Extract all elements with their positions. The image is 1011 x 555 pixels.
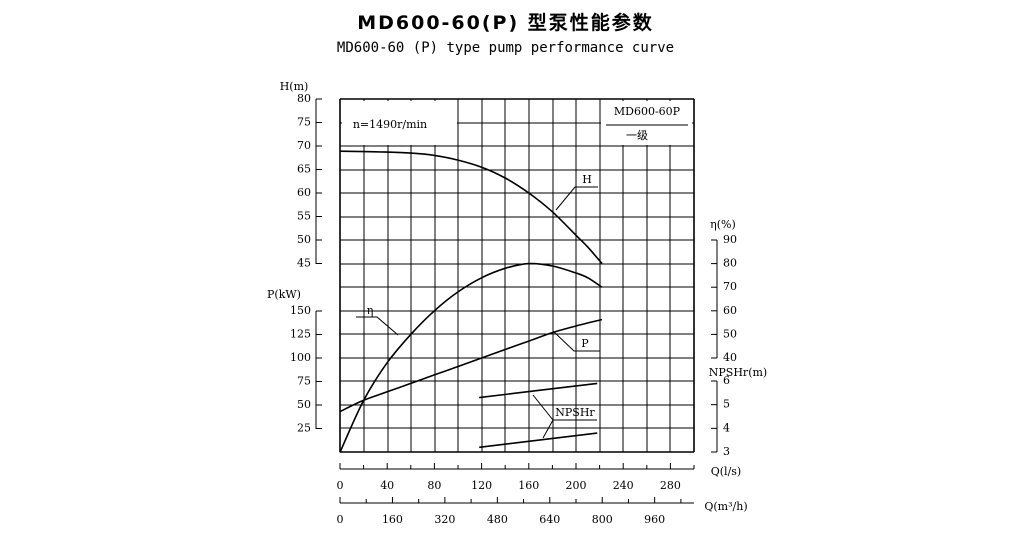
stage-label: 一级 <box>626 129 648 142</box>
flow-ls-tick-label: 80 <box>427 479 441 492</box>
power-leader <box>552 330 600 352</box>
efficiency-tick-label: 50 <box>723 327 737 340</box>
efficiency-tick-label: 40 <box>723 351 737 364</box>
flow-ls-tick-label: 240 <box>613 479 634 492</box>
flow-ls-tick-label: 40 <box>380 479 394 492</box>
npshr-tick-label: 4 <box>723 421 730 434</box>
efficiency-curve <box>339 262 603 453</box>
model-box <box>601 101 692 145</box>
npshr-curve-label: NPSHr <box>555 406 595 419</box>
flow-ls-tick-label: 120 <box>471 479 492 492</box>
flow-m3h-tick-label: 160 <box>382 513 403 526</box>
efficiency-curve-label: η <box>367 304 374 317</box>
efficiency-tick-label: 80 <box>723 257 737 270</box>
flow-ls-tick-label: 280 <box>660 479 681 492</box>
chart-subtitle: MD600-60 (P) type pump performance curve <box>336 40 675 56</box>
efficiency-tick-label: 60 <box>723 304 737 317</box>
head-tick-label: 70 <box>297 139 311 152</box>
npshr-curve <box>479 382 598 399</box>
speed-label: n=1490r/min <box>353 118 427 131</box>
efficiency-tick-label: 70 <box>723 280 737 293</box>
model-label: MD600-60P <box>614 105 681 118</box>
power-curve-label: P <box>581 337 589 350</box>
flow-ls-tick-label: 160 <box>518 479 539 492</box>
npshr-curve <box>479 432 598 449</box>
power-axis-label: P(kW) <box>267 288 301 301</box>
efficiency-axis-label: η(%) <box>710 218 736 231</box>
npshr-leader-lower <box>542 419 554 439</box>
head-axis-label: H(m) <box>280 80 309 93</box>
head-tick-label: 65 <box>297 163 311 176</box>
npshr-tick-label: 3 <box>723 445 730 458</box>
flow-m3h-axis-label: Q(m³/h) <box>704 500 747 513</box>
power-tick-label: 25 <box>297 422 311 435</box>
power-tick-label: 50 <box>297 398 311 411</box>
head-curve-label: H <box>582 173 592 186</box>
npshr-tick-label: 6 <box>723 374 730 387</box>
head-curve <box>339 150 603 265</box>
flow-ls-tick-label: 200 <box>566 479 587 492</box>
speed-box <box>342 101 457 145</box>
power-tick-label: 75 <box>297 375 311 388</box>
head-tick-label: 80 <box>297 92 311 105</box>
flow-m3h-tick-label: 640 <box>539 513 560 526</box>
flow-m3h-tick-label: 800 <box>592 513 613 526</box>
chart-title: MD600-60(P) 型泵性能参数 <box>357 12 654 34</box>
flow-m3h-tick-label: 320 <box>434 513 455 526</box>
head-leader <box>555 186 598 211</box>
power-tick-label: 125 <box>290 328 311 341</box>
flow-ls-tick-label: 0 <box>337 479 344 492</box>
efficiency-leader <box>356 316 399 336</box>
flow-ls-axis-label: Q(l/s) <box>711 465 741 478</box>
power-tick-label: 150 <box>290 304 311 317</box>
flow-m3h-tick-label: 480 <box>487 513 508 526</box>
head-tick-label: 55 <box>297 210 311 223</box>
efficiency-tick-label: 90 <box>723 233 737 246</box>
power-tick-label: 100 <box>290 351 311 364</box>
npshr-tick-label: 5 <box>723 398 730 411</box>
head-tick-label: 75 <box>297 116 311 129</box>
head-tick-label: 50 <box>297 233 311 246</box>
head-tick-label: 60 <box>297 186 311 199</box>
head-tick-label: 45 <box>297 257 311 270</box>
flow-m3h-tick-label: 0 <box>337 513 344 526</box>
npshr-axis-label: NPSHr(m) <box>709 366 767 379</box>
flow-m3h-tick-label: 960 <box>644 513 665 526</box>
power-curve <box>339 318 603 413</box>
